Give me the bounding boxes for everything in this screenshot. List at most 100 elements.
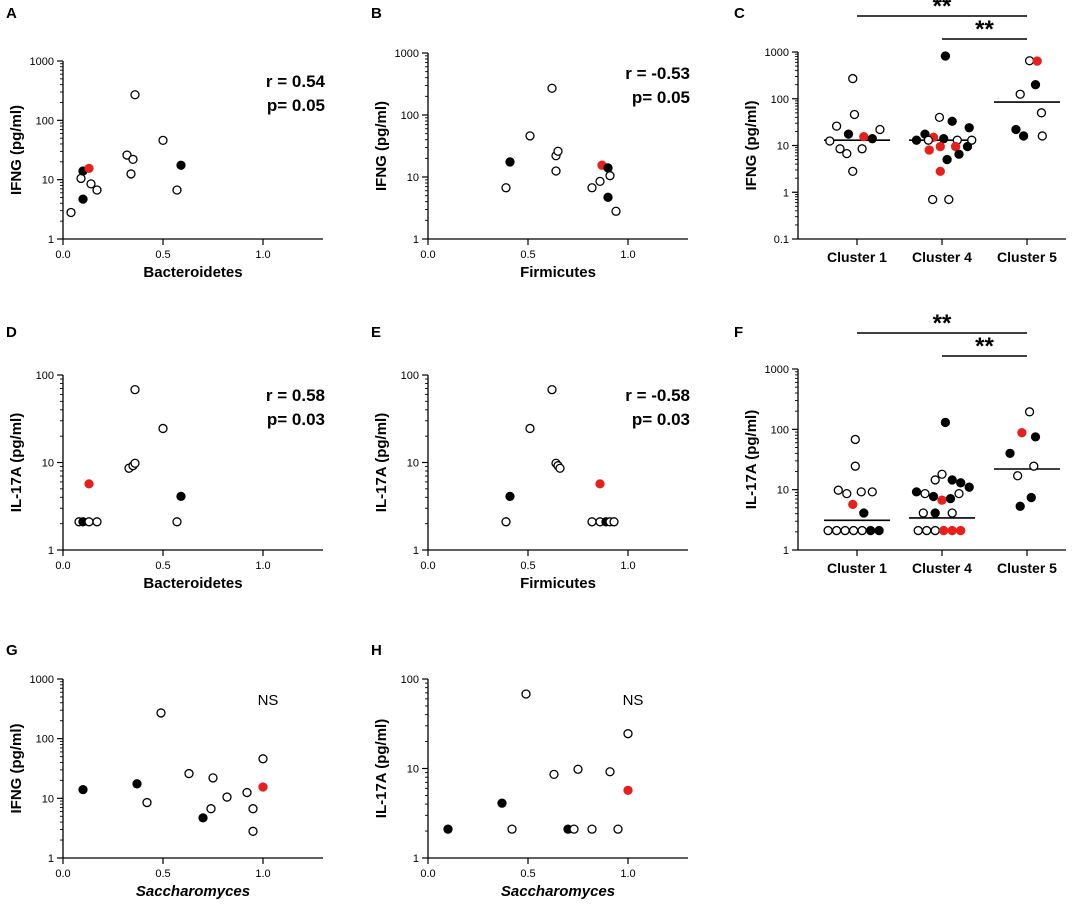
data-point <box>850 461 860 471</box>
data-point <box>923 135 934 145</box>
data-point <box>258 782 268 792</box>
data-point <box>939 134 949 144</box>
data-point <box>587 183 597 193</box>
data-point <box>507 824 517 834</box>
data-point <box>609 517 619 527</box>
panel-label: D <box>6 324 17 341</box>
data-point <box>595 176 605 187</box>
data-point <box>595 479 605 489</box>
data-point <box>1005 448 1015 458</box>
data-point <box>176 160 186 170</box>
data-point <box>848 525 859 536</box>
stat-annotation: p= 0.03 <box>267 410 325 429</box>
data-point <box>142 797 152 808</box>
data-point <box>944 194 954 205</box>
stat-annotation: p= 0.05 <box>267 96 325 115</box>
data-point <box>843 129 854 139</box>
data-point <box>930 508 940 518</box>
y-axis-label: IFNG (pg/ml) <box>8 724 25 814</box>
data-point <box>611 206 621 216</box>
x-tick-label: 0.5 <box>520 249 535 261</box>
data-point <box>1032 56 1042 66</box>
panel-label: F <box>734 324 743 341</box>
data-point <box>1029 461 1039 471</box>
data-point <box>947 116 957 126</box>
data-point <box>842 488 852 499</box>
data-point <box>956 478 966 488</box>
x-tick-label: 0.5 <box>155 249 170 261</box>
data-point <box>935 166 945 176</box>
data-point <box>823 525 833 536</box>
x-tick-label: 1.0 <box>620 249 635 261</box>
x-tick-label: 0.0 <box>55 249 70 261</box>
data-point <box>833 485 843 495</box>
data-point <box>867 487 877 497</box>
y-tick-label: 1000 <box>30 56 54 68</box>
data-point <box>92 185 102 195</box>
data-point <box>920 488 930 499</box>
significance-label: ** <box>933 310 952 337</box>
data-point <box>911 135 922 145</box>
data-point <box>924 145 934 155</box>
category-label: Cluster 4 <box>912 560 972 576</box>
data-point <box>76 173 86 184</box>
data-point <box>918 508 928 518</box>
y-tick-label: 1 <box>783 545 789 557</box>
data-point <box>569 824 579 834</box>
data-point <box>1036 108 1047 118</box>
panel-label: C <box>734 5 745 22</box>
data-point <box>603 192 613 202</box>
data-point <box>84 517 94 527</box>
data-point <box>939 525 949 536</box>
y-tick-label: 10 <box>42 175 54 187</box>
panel-label: H <box>371 642 382 659</box>
y-tick-label: 10 <box>42 458 54 470</box>
data-point <box>521 689 531 699</box>
data-point <box>1017 428 1027 438</box>
y-tick-label: 100 <box>36 370 54 382</box>
data-point <box>66 207 76 218</box>
y-tick-label: 1 <box>48 234 54 246</box>
data-point <box>126 169 136 179</box>
x-tick-label: 0.0 <box>420 560 435 572</box>
data-point <box>940 51 951 61</box>
data-point <box>505 491 515 502</box>
y-tick-label: 100 <box>36 115 54 127</box>
data-point <box>857 144 867 154</box>
y-axis-label: IL-17A (pg/ml) <box>373 413 390 512</box>
x-tick-label: 0.5 <box>520 560 535 572</box>
data-point <box>842 148 852 159</box>
y-tick-label: 10 <box>42 793 54 805</box>
y-tick-label: 100 <box>401 370 419 382</box>
data-point <box>623 785 633 795</box>
data-point <box>911 487 922 497</box>
data-point <box>867 134 877 144</box>
y-tick-label: 1000 <box>395 48 419 60</box>
data-point <box>954 149 964 159</box>
data-point <box>1024 56 1035 66</box>
data-point <box>962 141 973 152</box>
data-point <box>945 493 956 504</box>
x-tick-label: 0.5 <box>155 560 170 572</box>
data-point <box>935 141 945 152</box>
data-point <box>848 499 858 510</box>
data-point <box>1011 124 1021 135</box>
data-point <box>848 73 858 84</box>
data-point <box>1013 471 1023 481</box>
y-tick-label: 1 <box>48 545 54 557</box>
data-point <box>525 423 535 434</box>
data-point <box>825 136 835 146</box>
data-point <box>132 779 142 789</box>
data-point <box>913 525 923 536</box>
data-point <box>248 804 258 814</box>
x-tick-label: 1.0 <box>255 249 270 261</box>
panel-label: E <box>371 324 381 341</box>
y-tick-label: 100 <box>401 674 419 686</box>
y-axis-label: IFNG (pg/ml) <box>8 105 25 195</box>
data-point <box>555 463 565 473</box>
data-point <box>158 423 168 434</box>
data-point <box>947 508 957 518</box>
x-tick-label: 0.0 <box>420 249 435 261</box>
data-point <box>840 525 850 536</box>
data-point <box>172 185 182 195</box>
